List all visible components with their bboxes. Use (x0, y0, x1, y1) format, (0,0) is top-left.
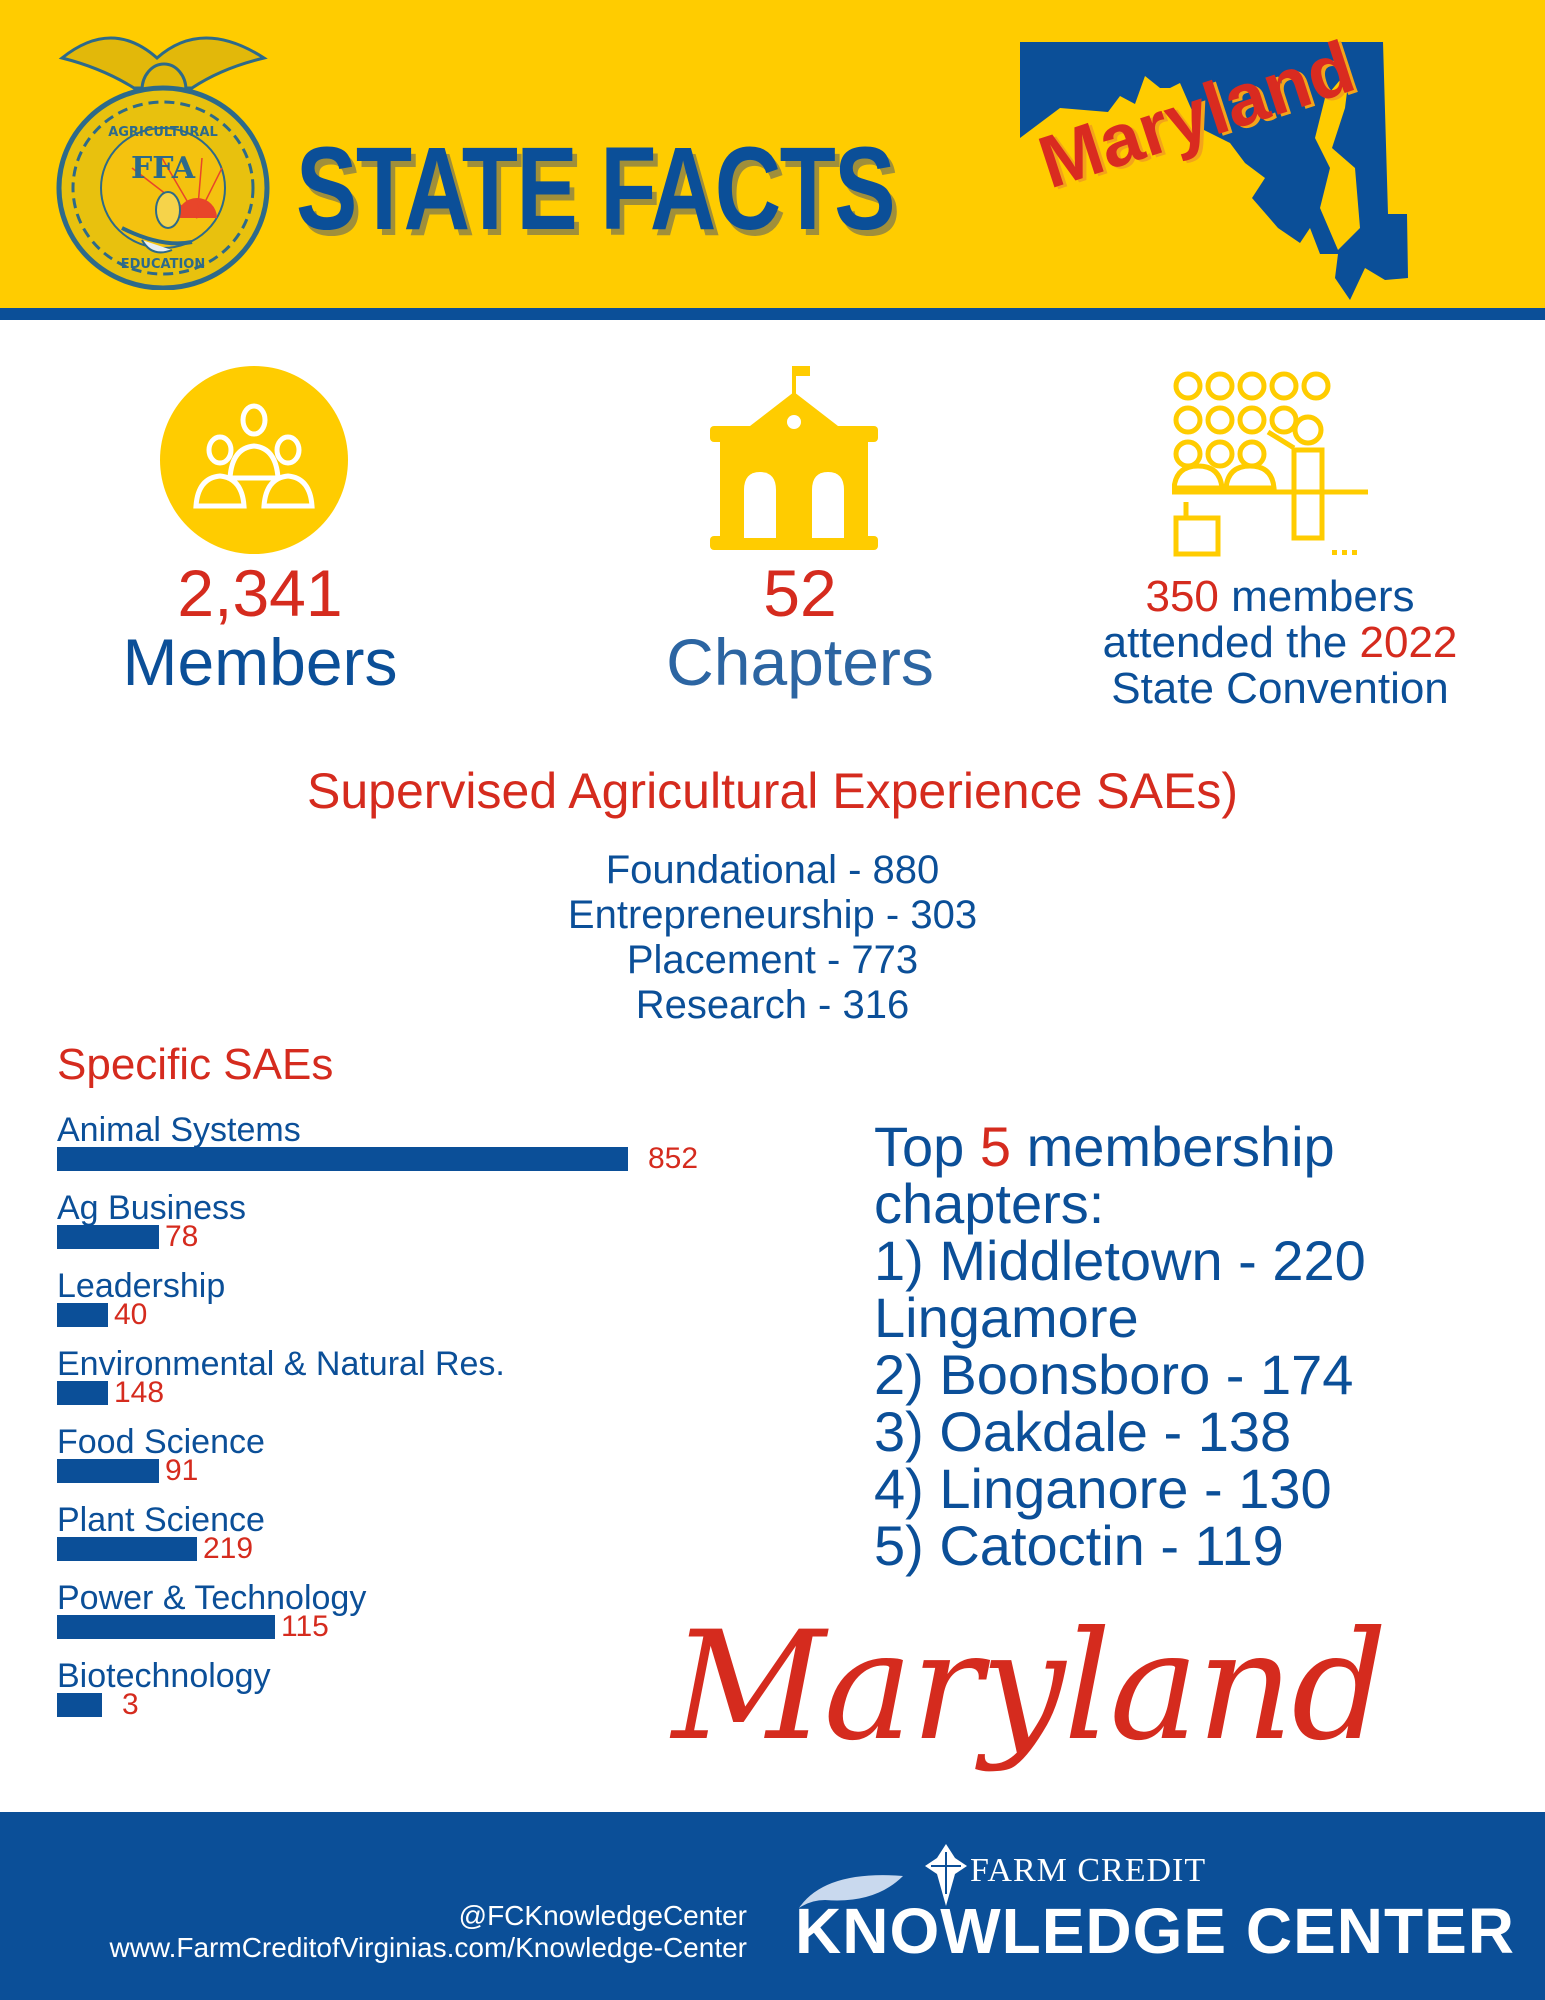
page-title: STATE FACTS (296, 123, 896, 255)
members-stat: 2,341 Members (80, 560, 440, 698)
social-handle-link[interactable]: @FCKnowledgeCenter (458, 1900, 747, 1931)
top5-item: 5) Catoctin - 119 (874, 1514, 1284, 1577)
svg-text:EDUCATION: EDUCATION (121, 257, 205, 272)
bar (57, 1459, 159, 1483)
convention-name: State Convention (1111, 664, 1449, 713)
bar-row-leadership: Leadership 40 (57, 1267, 226, 1331)
bar (57, 1147, 628, 1171)
bar (57, 1693, 102, 1717)
header-banner: FFA AGRICULTURAL EDUCATION STATE FACTS M… (0, 0, 1545, 308)
bar-row-environmental: Environmental & Natural Res. 148 (57, 1345, 505, 1409)
convention-stat: 350 members attended the 2022 State Conv… (1020, 574, 1540, 712)
specific-saes-bar-chart: Animal Systems 852 Ag Business 78 Leader… (57, 1112, 757, 1736)
ffa-emblem-icon: FFA AGRICULTURAL EDUCATION (56, 36, 270, 290)
top5-heading-line2: chapters: (874, 1172, 1105, 1235)
bar (57, 1537, 197, 1561)
convention-count: 350 (1145, 572, 1219, 621)
logo-farm-credit-text: FARM CREDIT (970, 1852, 1207, 1889)
convention-members-text: members (1218, 572, 1415, 621)
footer-contact: @FCKnowledgeCenter www.FarmCreditofVirgi… (109, 1900, 747, 1964)
convention-year: 2022 (1359, 618, 1458, 667)
sae-heading: Supervised Agricultural Experience SAEs) (306, 763, 1238, 819)
sae-item-entrepreneurship: Entrepreneurship - 303 (567, 893, 978, 937)
top5-item: 1) Middletown - 220 (874, 1229, 1366, 1292)
chapters-count: 52 (763, 556, 837, 630)
convention-attended-text: attended the (1102, 618, 1360, 667)
members-label: Members (122, 625, 398, 699)
bar (57, 1225, 159, 1249)
members-count: 2,341 (177, 556, 343, 630)
farm-credit-knowledge-center-logo: FARM CREDIT KNOWLEDGE CENTER (795, 1844, 1525, 1982)
logo-knowledge-center-text: KNOWLEDGE CENTER (795, 1895, 1515, 1967)
maryland-map-icon (1020, 42, 1408, 300)
top5-chapters: Top 5 membership chapters: 1) Middletown… (874, 1118, 1534, 1574)
farm-credit-diamond-icon (925, 1844, 967, 1906)
svg-text:AGRICULTURAL: AGRICULTURAL (108, 125, 218, 140)
sae-item-placement: Placement - 773 (626, 938, 919, 982)
sae-item-research: Research - 316 (635, 983, 910, 1027)
script-state-name: Maryland (672, 1600, 1387, 1774)
sae-category-list: Foundational - 880 Entrepreneurship - 30… (0, 848, 1545, 1028)
audience-presenter-icon (1172, 371, 1368, 557)
bar-row-food-science: Food Science 91 (57, 1423, 265, 1487)
chapters-label: Chapters (666, 625, 934, 699)
bar-row-animal-systems: Animal Systems 852 (57, 1111, 699, 1175)
svg-text:FFA: FFA (131, 151, 196, 186)
school-building-icon (710, 366, 878, 550)
bar-row-biotechnology: Biotechnology 3 (57, 1657, 271, 1721)
top5-item: 4) Linganore - 130 (874, 1457, 1332, 1520)
specific-saes-heading: Specific SAEs (57, 1040, 334, 1089)
bar (57, 1615, 275, 1639)
chapters-stat: 52 Chapters (620, 560, 980, 698)
leaf-icon (799, 1875, 903, 1908)
bar-row-plant-science: Plant Science 219 (57, 1501, 265, 1565)
footer: @FCKnowledgeCenter www.FarmCreditofVirgi… (0, 1812, 1545, 2000)
sae-item-foundational: Foundational - 880 (605, 848, 940, 892)
top5-item: 2) Boonsboro - 174 (874, 1343, 1354, 1406)
bar-row-ag-business: Ag Business 78 (57, 1189, 246, 1253)
bar (57, 1381, 108, 1405)
top5-heading: Top 5 membership (874, 1115, 1335, 1178)
top5-item: 3) Oakdale - 138 (874, 1400, 1292, 1463)
bar (57, 1303, 108, 1327)
website-link[interactable]: www.FarmCreditofVirginias.com/Knowledge-… (109, 1932, 747, 1963)
bar-row-power-technology: Power & Technology 115 (57, 1579, 367, 1643)
header-divider (0, 308, 1545, 320)
top5-item: Lingamore (874, 1286, 1139, 1349)
people-group-icon (160, 366, 348, 554)
